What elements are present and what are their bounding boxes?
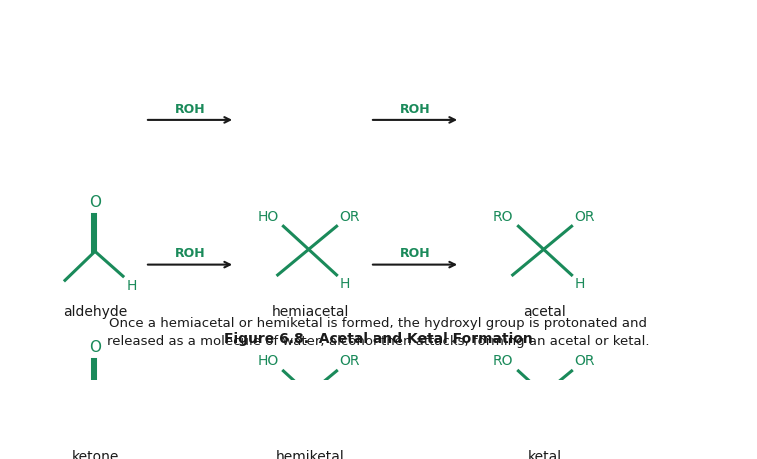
Text: HO: HO [257,354,279,369]
Text: ROH: ROH [175,103,205,116]
Text: O: O [89,340,101,355]
Text: ketal: ketal [528,450,562,459]
Text: RO: RO [493,354,513,369]
Text: Figure 6.8.  Acetal and Ketal Formation: Figure 6.8. Acetal and Ketal Formation [223,331,532,346]
Text: H: H [127,280,137,293]
Text: OR: OR [340,354,360,369]
Text: OR: OR [340,210,360,224]
Text: hemiacetal: hemiacetal [271,305,349,319]
Text: ROH: ROH [400,247,430,260]
Text: O: O [89,195,101,210]
Text: OR: OR [575,354,595,369]
Text: Once a hemiacetal or hemiketal is formed, the hydroxyl group is protonated and
r: Once a hemiacetal or hemiketal is formed… [107,317,650,348]
Text: ketone: ketone [71,450,119,459]
Text: ROH: ROH [400,103,430,116]
Text: HO: HO [257,210,279,224]
Text: acetal: acetal [524,305,566,319]
Text: ROH: ROH [175,247,205,260]
Text: RO: RO [493,210,513,224]
Text: H: H [340,277,350,291]
Text: aldehyde: aldehyde [63,305,127,319]
Text: OR: OR [575,210,595,224]
Text: H: H [575,277,585,291]
Text: hemiketal: hemiketal [276,450,344,459]
